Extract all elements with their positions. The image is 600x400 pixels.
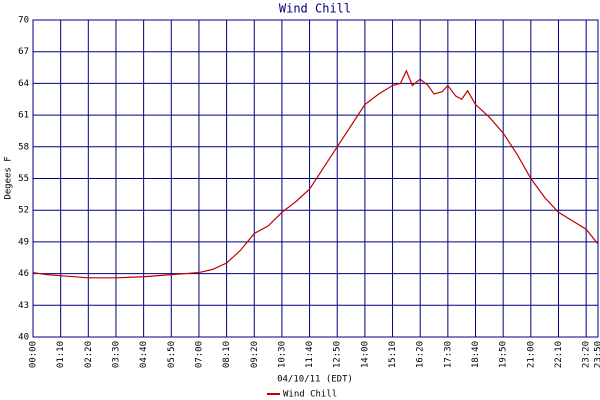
x-tick-label: 23:20 — [582, 341, 592, 368]
x-tick-label: 05:50 — [167, 341, 177, 368]
legend-label: Wind Chill — [283, 390, 337, 400]
x-tick-label: 07:00 — [194, 341, 204, 368]
x-axis-label: 04/10/11 (EDT) — [277, 375, 353, 385]
x-tick-label: 16:20 — [416, 341, 426, 368]
y-tick-label: 40 — [18, 333, 29, 343]
x-tick-label: 18:40 — [471, 341, 481, 368]
y-axis-label: Degees F — [4, 156, 14, 199]
x-tick-label: 11:40 — [305, 341, 315, 368]
x-tick-label: 08:10 — [222, 341, 232, 368]
x-tick-label: 19:50 — [499, 341, 509, 368]
y-tick-label: 70 — [18, 16, 29, 26]
y-tick-label: 52 — [18, 206, 29, 216]
y-tick-label: 46 — [18, 269, 29, 279]
x-tick-label: 00:00 — [29, 341, 39, 368]
x-tick-label: 14:00 — [360, 341, 370, 368]
x-tick-label: 21:00 — [526, 341, 536, 368]
x-tick-label: 01:10 — [56, 341, 66, 368]
y-tick-label: 67 — [18, 47, 29, 57]
y-tick-label: 55 — [18, 174, 29, 184]
x-tick-label: 10:30 — [277, 341, 287, 368]
x-tick-label: 09:20 — [250, 341, 260, 368]
y-tick-label: 61 — [18, 111, 29, 121]
x-tick-label: 02:20 — [84, 341, 94, 368]
x-tick-label: 17:30 — [443, 341, 453, 368]
y-tick-label: 64 — [18, 79, 29, 89]
y-tick-label: 49 — [18, 237, 29, 247]
x-tick-label: 23:50 — [594, 341, 600, 368]
y-tick-label: 43 — [18, 301, 29, 311]
data-line — [32, 69, 599, 279]
x-tick-label: 12:50 — [333, 341, 343, 368]
y-tick-label: 58 — [18, 142, 29, 152]
chart-title: Wind Chill — [279, 2, 351, 16]
x-tick-label: 22:10 — [554, 341, 564, 368]
x-tick-label: 03:30 — [111, 341, 121, 368]
x-tick-label: 04:40 — [139, 341, 149, 368]
x-tick-label: 15:10 — [388, 341, 398, 368]
